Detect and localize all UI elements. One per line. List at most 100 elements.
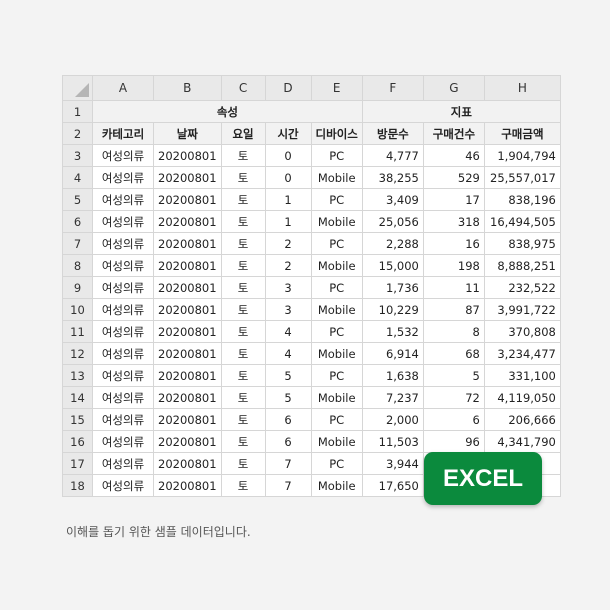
cell[interactable]: 여성의류 <box>92 342 154 365</box>
column-header-c[interactable]: C <box>220 75 266 101</box>
cell[interactable]: 3,409 <box>361 188 424 211</box>
cell[interactable]: 토 <box>220 342 266 365</box>
cell[interactable]: 여성의류 <box>92 364 154 387</box>
cell[interactable]: 여성의류 <box>92 210 154 233</box>
cell[interactable]: PC <box>310 320 363 343</box>
cell[interactable]: 16,494,505 <box>483 210 561 233</box>
cell[interactable]: 5 <box>264 386 312 409</box>
column-header-h[interactable]: H <box>483 75 561 101</box>
cell[interactable]: Mobile <box>310 298 363 321</box>
cell[interactable]: 20200801 <box>153 188 222 211</box>
cell[interactable]: 1,638 <box>361 364 424 387</box>
field-header[interactable]: 방문수 <box>361 122 424 145</box>
field-header[interactable]: 디바이스 <box>310 122 363 145</box>
cell[interactable]: 토 <box>220 254 266 277</box>
cell[interactable]: 토 <box>220 386 266 409</box>
row-number[interactable]: 10 <box>62 298 93 321</box>
cell[interactable]: 토 <box>220 408 266 431</box>
cell[interactable]: 2,288 <box>361 232 424 255</box>
cell[interactable]: 6,914 <box>361 342 424 365</box>
cell[interactable]: 3,991,722 <box>483 298 561 321</box>
cell[interactable]: 20200801 <box>153 364 222 387</box>
cell[interactable]: 20200801 <box>153 144 222 167</box>
cell[interactable]: 15,000 <box>361 254 424 277</box>
cell[interactable]: 5 <box>422 364 485 387</box>
cell[interactable]: 87 <box>422 298 485 321</box>
cell[interactable]: 20200801 <box>153 298 222 321</box>
cell[interactable]: 1,904,794 <box>483 144 561 167</box>
cell[interactable]: 838,975 <box>483 232 561 255</box>
row-number[interactable]: 17 <box>62 452 93 475</box>
cell[interactable]: 4 <box>264 320 312 343</box>
column-header-a[interactable]: A <box>92 75 154 101</box>
column-header-b[interactable]: B <box>153 75 222 101</box>
cell[interactable]: Mobile <box>310 210 363 233</box>
cell[interactable]: 20200801 <box>153 452 222 475</box>
cell[interactable]: 토 <box>220 144 266 167</box>
cell[interactable]: 2 <box>264 254 312 277</box>
cell[interactable]: 여성의류 <box>92 320 154 343</box>
cell[interactable]: 6 <box>422 408 485 431</box>
cell[interactable]: 20200801 <box>153 254 222 277</box>
cell[interactable]: 68 <box>422 342 485 365</box>
cell[interactable]: PC <box>310 408 363 431</box>
cell[interactable]: 여성의류 <box>92 474 154 497</box>
cell[interactable]: 370,808 <box>483 320 561 343</box>
cell[interactable]: 11 <box>422 276 485 299</box>
cell[interactable]: 8 <box>422 320 485 343</box>
cell[interactable]: 여성의류 <box>92 386 154 409</box>
row-number[interactable]: 16 <box>62 430 93 453</box>
row-number[interactable]: 8 <box>62 254 93 277</box>
cell[interactable]: 4 <box>264 342 312 365</box>
cell[interactable]: 7 <box>264 452 312 475</box>
cell[interactable]: 3 <box>264 298 312 321</box>
row-number[interactable]: 12 <box>62 342 93 365</box>
cell[interactable]: 16 <box>422 232 485 255</box>
row-number[interactable]: 15 <box>62 408 93 431</box>
cell[interactable]: 10,229 <box>361 298 424 321</box>
cell[interactable]: 7 <box>264 474 312 497</box>
column-header-e[interactable]: E <box>310 75 363 101</box>
cell[interactable]: 3,234,477 <box>483 342 561 365</box>
cell[interactable]: 여성의류 <box>92 254 154 277</box>
cell[interactable]: 토 <box>220 452 266 475</box>
cell[interactable]: 여성의류 <box>92 452 154 475</box>
cell[interactable]: 25,056 <box>361 210 424 233</box>
cell[interactable]: 20200801 <box>153 386 222 409</box>
select-all-corner[interactable] <box>62 75 93 101</box>
cell[interactable]: 72 <box>422 386 485 409</box>
row-number[interactable]: 11 <box>62 320 93 343</box>
cell[interactable]: 20200801 <box>153 210 222 233</box>
cell[interactable]: 20200801 <box>153 342 222 365</box>
cell[interactable]: 2 <box>264 232 312 255</box>
cell[interactable]: 토 <box>220 430 266 453</box>
row-number[interactable]: 3 <box>62 144 93 167</box>
cell[interactable]: 여성의류 <box>92 232 154 255</box>
cell[interactable]: Mobile <box>310 430 363 453</box>
cell[interactable]: 6 <box>264 408 312 431</box>
cell[interactable]: 25,557,017 <box>483 166 561 189</box>
cell[interactable]: PC <box>310 276 363 299</box>
cell[interactable]: 1,532 <box>361 320 424 343</box>
row-number[interactable]: 5 <box>62 188 93 211</box>
cell[interactable]: 1 <box>264 188 312 211</box>
cell[interactable]: 3,944 <box>361 452 424 475</box>
cell[interactable]: PC <box>310 452 363 475</box>
column-header-f[interactable]: F <box>361 75 424 101</box>
field-header[interactable]: 시간 <box>264 122 312 145</box>
cell[interactable]: 20200801 <box>153 166 222 189</box>
cell[interactable]: 토 <box>220 188 266 211</box>
column-header-g[interactable]: G <box>422 75 485 101</box>
cell[interactable]: 38,255 <box>361 166 424 189</box>
cell[interactable]: Mobile <box>310 166 363 189</box>
cell[interactable]: Mobile <box>310 342 363 365</box>
column-header-d[interactable]: D <box>264 75 312 101</box>
cell[interactable]: 토 <box>220 474 266 497</box>
cell[interactable]: 20200801 <box>153 474 222 497</box>
cell[interactable]: 318 <box>422 210 485 233</box>
row-number[interactable]: 13 <box>62 364 93 387</box>
cell[interactable]: 여성의류 <box>92 408 154 431</box>
cell[interactable]: 여성의류 <box>92 188 154 211</box>
row-number[interactable]: 6 <box>62 210 93 233</box>
cell[interactable]: 4,341,790 <box>483 430 561 453</box>
